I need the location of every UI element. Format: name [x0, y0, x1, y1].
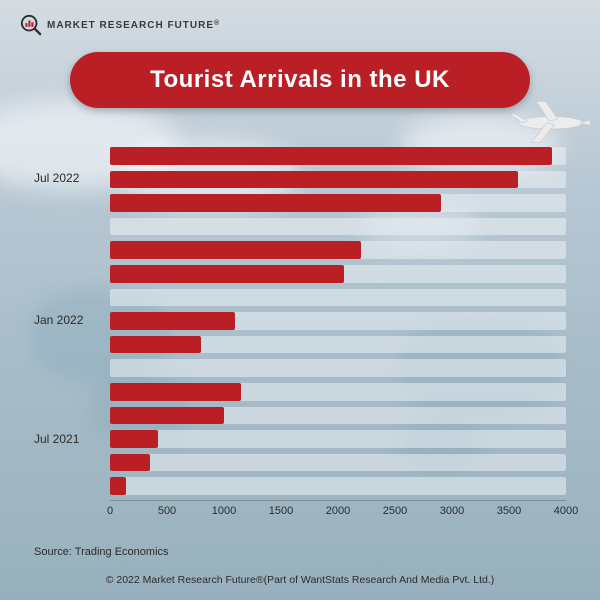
source-text: Source: Trading Economics — [34, 546, 169, 558]
bar-row — [110, 168, 566, 192]
bar-row — [110, 309, 566, 333]
x-axis-tick: 500 — [158, 505, 176, 517]
bar-row — [110, 356, 566, 380]
airplane-icon — [504, 96, 594, 146]
bar-chart: Jul 2022 Jan 2022 Jul 2021 0 500 1000 1500 200… — [34, 142, 566, 526]
copyright-text: © 2022 Market Research Future®(Part of W… — [0, 574, 600, 586]
bar-row — [110, 262, 566, 286]
plot-area — [110, 144, 566, 498]
bar-row — [110, 215, 566, 239]
bar-row — [110, 427, 566, 451]
bar — [110, 430, 158, 448]
bar-row — [110, 144, 566, 168]
bar-row — [110, 474, 566, 498]
bar — [110, 407, 224, 425]
bar-row — [110, 380, 566, 404]
bar — [110, 454, 150, 472]
bar-row — [110, 238, 566, 262]
bar — [110, 194, 441, 212]
bar-row — [110, 333, 566, 357]
bar-row — [110, 191, 566, 215]
bar — [110, 171, 518, 189]
x-axis-tick: 1000 — [212, 505, 236, 517]
bar-track — [110, 218, 566, 236]
y-axis-label: Jan 2022 — [34, 313, 83, 327]
bar-track — [110, 454, 566, 472]
bar-track — [110, 477, 566, 495]
x-axis-tick: 4000 — [554, 505, 578, 517]
bar — [110, 147, 552, 165]
bar-row — [110, 286, 566, 310]
bar-row — [110, 404, 566, 428]
y-axis-label: Jul 2022 — [34, 171, 79, 185]
x-axis-tick: 0 — [107, 505, 113, 517]
x-axis-tick: 3000 — [440, 505, 464, 517]
bar — [110, 312, 235, 330]
x-axis: 05001000150020002500300035004000 — [110, 500, 566, 526]
bar — [110, 477, 126, 495]
bar-track — [110, 359, 566, 377]
bar-track — [110, 289, 566, 307]
bar — [110, 265, 344, 283]
brand-text: MARKET RESEARCH FUTURE® — [47, 20, 220, 31]
brand-logo: MARKET RESEARCH FUTURE® — [20, 14, 220, 36]
x-axis-tick: 3500 — [497, 505, 521, 517]
x-axis-tick: 1500 — [269, 505, 293, 517]
y-axis-labels: Jul 2022 Jan 2022 Jul 2021 — [34, 142, 106, 498]
chart-title: Tourist Arrivals in the UK — [70, 52, 530, 108]
x-axis-tick: 2000 — [326, 505, 350, 517]
bar — [110, 241, 361, 259]
bar — [110, 383, 241, 401]
x-axis-tick: 2500 — [383, 505, 407, 517]
magnifier-bars-icon — [20, 14, 42, 36]
bar — [110, 336, 201, 354]
bar-track — [110, 430, 566, 448]
bar-row — [110, 451, 566, 475]
y-axis-label: Jul 2021 — [34, 432, 79, 446]
